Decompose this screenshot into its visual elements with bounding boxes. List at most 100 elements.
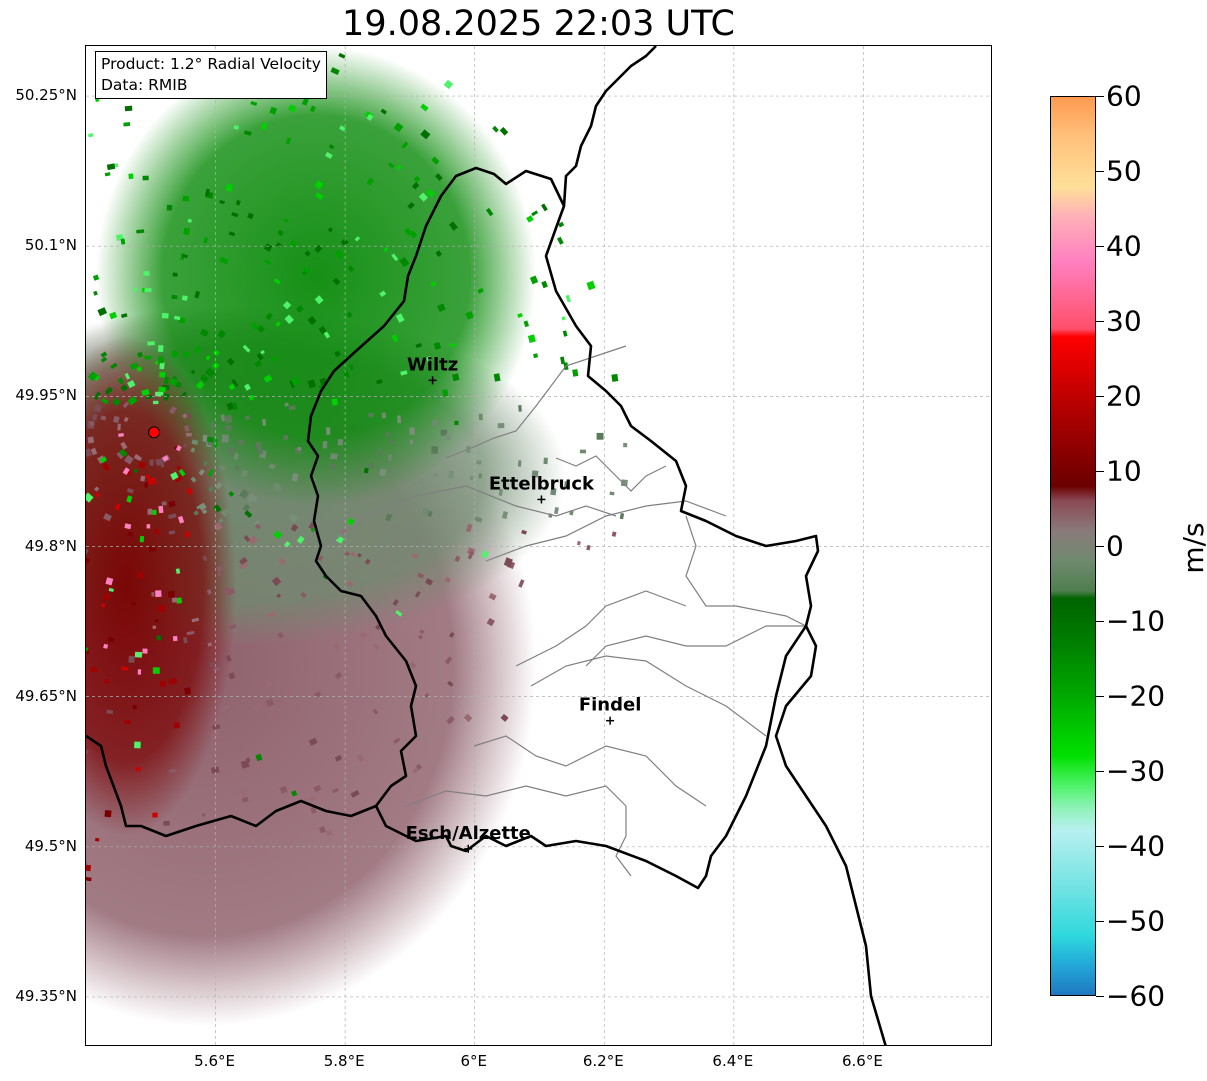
radar-pixel	[92, 274, 100, 281]
city-findel[interactable]: Findel	[579, 695, 642, 725]
radar-pixel	[168, 530, 176, 535]
radar-pixel	[385, 432, 389, 437]
radar-pixel	[120, 666, 129, 671]
city-label: Esch/Alzette	[406, 823, 531, 844]
radar-pixel	[154, 528, 159, 535]
radar-pixel	[284, 314, 294, 325]
radar-pixel	[424, 692, 430, 699]
radar-pixel	[154, 619, 159, 623]
radar-pixel	[277, 229, 284, 237]
radar-echo-layer	[86, 46, 628, 1026]
radar-pixel	[263, 258, 272, 266]
colorbar-tick	[1096, 621, 1104, 622]
radar-pixel	[318, 825, 326, 834]
radar-pixel	[244, 383, 251, 391]
radar-pixel	[183, 227, 190, 236]
colorbar-tick	[1096, 846, 1104, 847]
radar-pixel	[207, 469, 215, 477]
radar-pixel	[517, 313, 523, 318]
radar-pixel	[97, 307, 108, 317]
radar-pixel	[110, 362, 118, 370]
radar-pixel	[561, 316, 566, 321]
radar-pixel	[241, 789, 247, 797]
radar-pixel	[144, 288, 152, 293]
city-markers: Wiltz Ettelbruck Findel Esch/Alzette	[406, 354, 642, 853]
radar-pixel	[130, 362, 139, 371]
radar-pixel	[565, 294, 571, 303]
radar-pixel	[404, 227, 413, 236]
radar-pixel	[145, 394, 153, 400]
radar-pixel	[118, 432, 124, 437]
radar-pixel	[152, 509, 157, 515]
radar-pixel	[609, 491, 615, 496]
radar-pixel	[465, 523, 473, 533]
colorbar-tick	[1096, 996, 1104, 997]
radar-pixel	[126, 495, 133, 503]
radar-pixel	[243, 535, 251, 543]
radar-pixel	[124, 523, 132, 530]
colorbar-tick	[1096, 96, 1104, 97]
radar-pixel	[86, 876, 92, 882]
radar-pixel	[114, 503, 121, 511]
radar-pixel	[359, 631, 368, 639]
radar-pixel	[144, 355, 152, 360]
radar-pixel	[185, 432, 192, 437]
echo-green-region	[96, 46, 536, 506]
radar-pixel	[172, 272, 178, 277]
radar-pixel	[401, 141, 409, 149]
city-esch-alzette[interactable]: Esch/Alzette	[406, 823, 531, 853]
germany-border-north	[562, 46, 657, 207]
radar-pixel	[211, 724, 221, 730]
radar-pixel	[400, 370, 408, 376]
radar-pixel	[190, 369, 196, 375]
colorbar-tick-label: 0	[1106, 529, 1124, 563]
radar-pixel	[109, 311, 118, 320]
radar-pixel	[190, 447, 196, 453]
radar-pixel	[393, 737, 401, 744]
radar-pixel	[529, 275, 539, 285]
radar-pixel	[190, 476, 197, 483]
radar-pixel	[86, 864, 92, 872]
radar-pixel	[389, 439, 394, 445]
radar-pixel	[288, 405, 296, 411]
radar-pixel	[350, 551, 356, 557]
radar-pixel	[228, 383, 236, 391]
radar-pixel	[86, 649, 90, 655]
radar-pixel	[420, 103, 429, 112]
radar-site-marker[interactable]	[148, 426, 161, 439]
radar-pixel	[218, 464, 226, 471]
radar-pixel	[288, 104, 297, 113]
map-panel[interactable]: Wiltz Ettelbruck Findel Esch/Alzette	[85, 45, 992, 1046]
lat-tick-label: 49.65°N	[15, 686, 77, 705]
radar-pixel	[263, 374, 273, 383]
colorbar-tick	[1096, 696, 1104, 697]
radar-pixel	[533, 353, 539, 359]
city-label: Wiltz	[407, 354, 458, 375]
radar-pixel	[416, 487, 422, 492]
city-ettelbruck[interactable]: Ettelbruck	[489, 473, 595, 504]
radar-pixel	[157, 391, 164, 396]
radar-pixel	[478, 413, 483, 421]
radar-pixel	[219, 256, 229, 265]
radar-pixel	[198, 468, 205, 476]
radar-pixel	[231, 402, 239, 411]
radar-pixel	[486, 617, 495, 627]
radar-pixel	[228, 623, 237, 630]
radar-pixel	[176, 465, 182, 471]
radar-pixel	[342, 370, 350, 379]
radar-pixel	[226, 357, 235, 366]
radar-pixel	[330, 453, 338, 460]
radar-pixel	[175, 568, 181, 574]
radar-pixel	[213, 504, 222, 513]
radar-pixel	[255, 442, 263, 450]
france-border-southwest	[86, 734, 377, 838]
radar-pixel	[332, 277, 341, 286]
radar-pixel	[104, 809, 112, 818]
radar-pixel	[302, 266, 311, 275]
city-wiltz[interactable]: Wiltz	[407, 354, 458, 385]
radar-pixel	[419, 629, 425, 635]
radar-pixel	[426, 356, 432, 363]
radar-pixel	[443, 79, 454, 90]
radar-pixel	[469, 475, 474, 481]
radar-pixel	[126, 487, 134, 494]
